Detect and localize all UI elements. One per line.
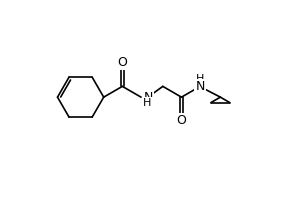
Text: H: H — [143, 98, 152, 108]
Text: O: O — [176, 114, 186, 127]
Text: N: N — [143, 91, 153, 104]
Text: N: N — [196, 80, 205, 93]
Text: H: H — [196, 74, 204, 84]
Text: O: O — [117, 56, 127, 69]
